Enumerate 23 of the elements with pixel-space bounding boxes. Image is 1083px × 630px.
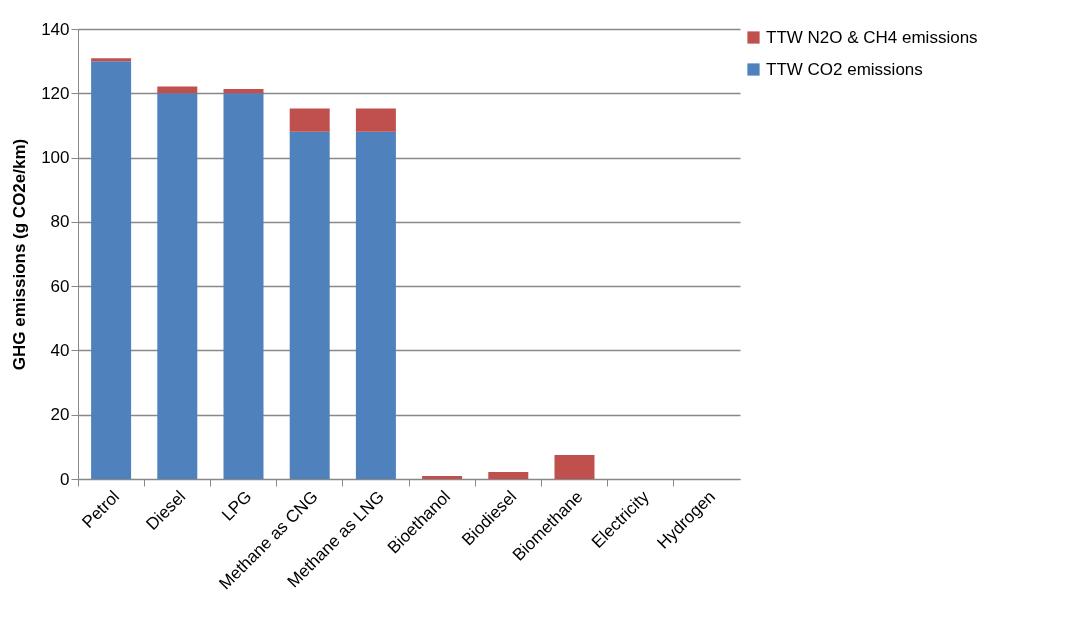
bar — [289, 131, 330, 479]
bar — [554, 454, 595, 479]
bar — [223, 93, 264, 479]
bar — [422, 476, 463, 479]
legend-label: TTW CO2 emissions — [766, 59, 923, 79]
bar — [488, 471, 529, 479]
y-tick-label: 0 — [60, 469, 70, 489]
y-tick-label: 100 — [41, 148, 70, 168]
y-tick-label: 40 — [50, 340, 70, 360]
y-tick-label: 60 — [50, 276, 70, 296]
bar — [289, 108, 330, 132]
y-tick-label: 80 — [50, 212, 70, 232]
y-tick-label: 140 — [41, 19, 70, 39]
bar — [355, 131, 396, 479]
y-tick-label: 120 — [41, 83, 70, 103]
y-axis-title: GHG emissions (g CO2e/km) — [10, 138, 30, 371]
bar — [91, 58, 132, 62]
bar — [223, 89, 264, 94]
bar — [91, 61, 132, 479]
bar — [355, 108, 396, 132]
legend-label: TTW N2O & CH4 emissions — [766, 27, 978, 47]
y-tick-label: 20 — [50, 405, 70, 425]
bar — [157, 93, 198, 479]
